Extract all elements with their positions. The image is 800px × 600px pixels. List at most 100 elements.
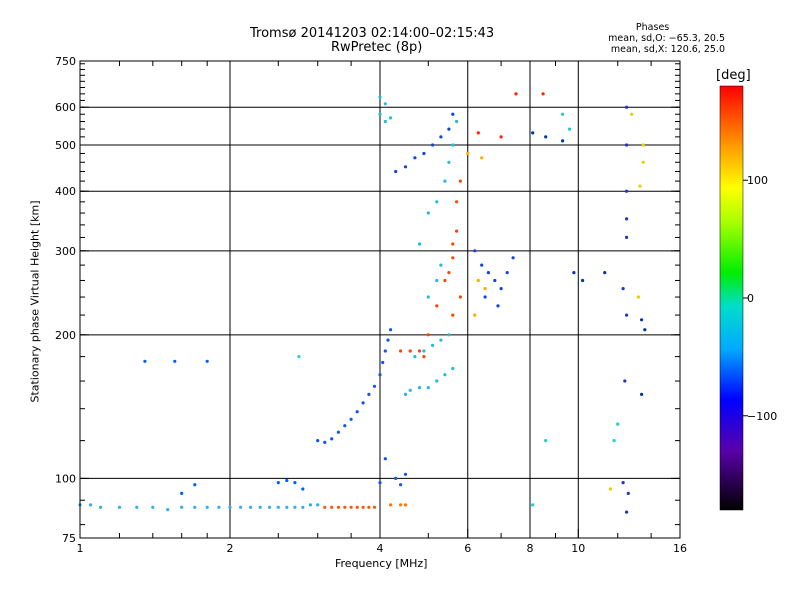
data-point	[447, 333, 451, 337]
y-tick-label: 600	[55, 101, 76, 114]
data-point	[343, 505, 347, 509]
data-point	[473, 313, 477, 317]
data-point	[403, 472, 408, 476]
data-points	[78, 92, 647, 514]
data-point	[480, 156, 484, 160]
x-tick-label: 6	[464, 542, 471, 555]
x-axis-label: Frequency [MHz]	[335, 557, 428, 570]
y-tick-label: 400	[55, 185, 76, 198]
x-tick-label: 16	[673, 542, 687, 555]
data-point	[443, 373, 447, 377]
data-point	[166, 508, 170, 512]
data-point	[330, 505, 334, 509]
data-point	[378, 95, 382, 99]
phases-legend-o: mean, sd,O: −65.3, 20.5	[608, 33, 725, 44]
data-point	[455, 229, 459, 233]
colorbar-tick-label: −100	[747, 410, 777, 423]
x-tick-label: 4	[377, 542, 384, 555]
data-point	[193, 483, 197, 487]
data-point	[640, 392, 644, 396]
data-point	[323, 505, 327, 509]
data-point	[514, 92, 518, 96]
data-point	[343, 424, 347, 428]
data-point	[451, 143, 455, 147]
data-point	[435, 379, 439, 383]
data-point	[180, 505, 184, 509]
data-point	[249, 505, 253, 509]
data-point	[626, 491, 630, 495]
data-point	[451, 256, 455, 260]
data-point	[621, 481, 625, 485]
data-point	[267, 505, 272, 509]
data-point	[378, 112, 382, 116]
chart-title: Tromsø 20141203 02:14:00–02:15:43	[250, 26, 495, 41]
data-point	[89, 503, 93, 507]
colorbar-ticks: 100 0 −100	[743, 174, 777, 423]
data-point	[505, 271, 509, 275]
data-point	[323, 440, 327, 444]
colorbar-tick-label: 0	[747, 292, 754, 305]
data-point	[451, 242, 455, 246]
data-point	[367, 505, 371, 509]
data-point	[276, 481, 280, 485]
data-point	[394, 476, 398, 480]
data-point	[422, 151, 426, 156]
data-point	[641, 143, 645, 147]
data-point	[439, 263, 443, 267]
y-tick-label: 300	[55, 245, 76, 258]
data-point	[426, 386, 430, 390]
data-point	[389, 116, 393, 120]
data-point	[638, 184, 642, 188]
data-point	[447, 160, 451, 164]
data-point	[483, 295, 487, 299]
data-point	[394, 169, 398, 174]
data-point	[572, 271, 576, 275]
y-tick-label: 200	[55, 329, 76, 342]
data-point	[301, 487, 305, 491]
data-point	[435, 304, 439, 308]
data-point	[151, 505, 155, 509]
data-point	[630, 112, 634, 116]
y-tick-label: 100	[55, 472, 76, 485]
data-point	[625, 217, 629, 221]
data-point	[480, 263, 484, 267]
data-point	[451, 112, 455, 116]
data-point	[451, 313, 455, 317]
data-point	[417, 349, 422, 353]
data-point	[276, 505, 280, 509]
data-point	[193, 505, 197, 509]
data-point	[372, 384, 377, 388]
data-point	[640, 318, 644, 322]
data-point	[483, 287, 487, 291]
y-tick-label: 750	[55, 55, 76, 68]
data-point	[336, 430, 340, 434]
data-point	[383, 119, 387, 124]
data-point	[496, 304, 500, 308]
data-point	[625, 189, 629, 193]
data-point	[417, 242, 422, 246]
gridlines	[80, 61, 680, 538]
data-point	[531, 131, 535, 135]
data-point	[443, 278, 447, 283]
data-point	[422, 349, 426, 353]
data-point	[431, 343, 435, 347]
data-point	[466, 151, 470, 156]
data-point	[239, 505, 243, 509]
data-point	[413, 156, 417, 160]
data-point	[367, 392, 371, 396]
data-point	[355, 410, 359, 414]
data-point	[386, 338, 390, 342]
colorbar-label: [deg]	[716, 68, 751, 83]
y-tick-label: 75	[62, 532, 76, 545]
data-point	[544, 439, 548, 443]
data-point	[381, 360, 385, 365]
data-point	[316, 503, 320, 507]
data-point	[426, 295, 430, 299]
data-point	[205, 359, 209, 363]
data-point	[625, 313, 629, 317]
data-point	[643, 328, 647, 332]
data-point	[403, 392, 408, 396]
data-point	[458, 179, 462, 183]
data-point	[403, 503, 408, 507]
data-point	[439, 135, 443, 139]
